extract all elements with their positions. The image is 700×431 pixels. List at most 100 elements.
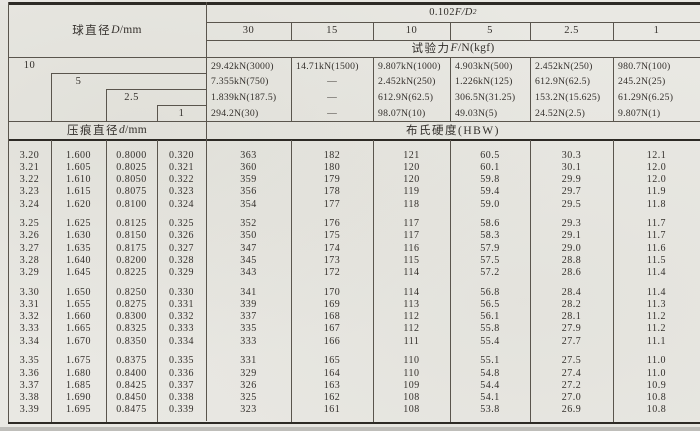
hardness-value-cell: 55.4 bbox=[480, 335, 500, 347]
hardness-value-cell: 182 bbox=[323, 149, 341, 161]
indentation-diameter-cell: 0.330 bbox=[169, 286, 194, 298]
hardness-value-cell: 166 bbox=[323, 335, 341, 347]
hardness-value-cell: 114 bbox=[403, 267, 420, 279]
grid-line-vertical bbox=[373, 140, 374, 422]
hardness-value-cell: 11.7 bbox=[646, 230, 667, 242]
grid-line-horizontal bbox=[8, 2, 700, 5]
hardness-value-cell: 352 bbox=[240, 218, 257, 230]
indentation-diameter-cell: 0.8450 bbox=[116, 392, 147, 404]
grid-line-vertical bbox=[291, 140, 292, 422]
grid-line-horizontal bbox=[8, 138, 700, 141]
hardness-value-cell: 180 bbox=[323, 161, 341, 173]
hardness-value-cell: 58.6 bbox=[480, 218, 500, 230]
grid-line-vertical bbox=[106, 140, 107, 422]
hardness-value-cell: 59.4 bbox=[480, 186, 500, 198]
force-value: 9.807kN(1000) bbox=[378, 60, 441, 72]
indentation-diameter-cell: 3.29 bbox=[19, 267, 40, 279]
indentation-diameter-cell: 0.8000 bbox=[116, 149, 147, 161]
indentation-diameter-cell: 1.600 bbox=[66, 149, 91, 161]
hardness-value-cell: 11.2 bbox=[646, 311, 667, 323]
table-row: 3.31 1.655 0.8275 0.331 339 169 113 56.5 28.2 11.… bbox=[8, 299, 700, 311]
force-value-empty: — bbox=[327, 76, 337, 88]
hardness-value-cell: 29.3 bbox=[561, 218, 582, 230]
hardness-value-cell: 28.2 bbox=[561, 298, 582, 310]
indentation-diameter-cell: 3.25 bbox=[19, 218, 40, 230]
hardness-value-cell: 12.0 bbox=[646, 174, 667, 185]
force-value: 14.71kN(1500) bbox=[296, 60, 359, 72]
force-value: 7.355kN(750) bbox=[211, 76, 269, 88]
grid-line-horizontal bbox=[206, 39, 700, 41]
force-value: 9.807N(1) bbox=[618, 107, 661, 119]
hardness-value-cell: 28.6 bbox=[561, 267, 582, 279]
grid-line-vertical bbox=[291, 22, 292, 40]
indentation-diameter-cell: 0.320 bbox=[169, 149, 194, 161]
indentation-diameter-cell: 3.21 bbox=[19, 161, 40, 173]
grid-line-vertical bbox=[8, 2, 9, 422]
hardness-value-cell: 337 bbox=[240, 311, 257, 323]
hardness-value-cell: 120 bbox=[403, 174, 420, 185]
hardness-value-cell: 56.5 bbox=[480, 298, 500, 310]
force-column: 29.42kN(3000) 7.355kN(750) 1.839kN(187.5) 2… bbox=[207, 59, 290, 121]
indentation-diameter-cell: 1.685 bbox=[66, 379, 91, 391]
indentation-diameter-cell: 3.38 bbox=[19, 392, 40, 404]
hardness-value-cell: 170 bbox=[323, 286, 341, 298]
grid-line-horizontal bbox=[51, 73, 206, 74]
indentation-diameter-cell: 3.27 bbox=[19, 242, 40, 254]
grid-line-vertical bbox=[291, 57, 292, 121]
indentation-diameter-cell: 0.8350 bbox=[116, 335, 147, 347]
hardness-value-cell: 341 bbox=[240, 286, 257, 298]
hardness-value-cell: 354 bbox=[240, 198, 257, 210]
hardness-value-cell: 29.7 bbox=[561, 186, 582, 198]
table-row: 3.37 1.685 0.8425 0.337 326 163 109 54.4 27.2 10.… bbox=[8, 380, 700, 392]
indentation-diameter-cell: 0.324 bbox=[169, 198, 194, 210]
hardness-value-cell: 10.8 bbox=[646, 392, 667, 404]
indentation-diameter-cell: 1.640 bbox=[66, 254, 91, 266]
hardness-value-cell: 29.5 bbox=[561, 198, 582, 210]
hardness-value-cell: 172 bbox=[323, 267, 341, 279]
hardness-value-cell: 326 bbox=[240, 379, 257, 391]
table-row: 3.30 1.650 0.8250 0.330 341 170 114 56.8 28.4 11.… bbox=[8, 287, 700, 299]
hardness-value-cell: 165 bbox=[323, 355, 341, 367]
table-row: 3.32 1.660 0.8300 0.332 337 168 112 56.1 28.1 11.… bbox=[8, 311, 700, 323]
ratio-column-header: 10 bbox=[405, 25, 418, 36]
indentation-diameter-cell: 0.8075 bbox=[116, 186, 147, 198]
force-value-empty: — bbox=[327, 91, 337, 103]
force-value: 61.29N(6.25) bbox=[618, 91, 674, 103]
indentation-diameter-cell: 1.690 bbox=[66, 392, 91, 404]
hardness-value-cell: 11.8 bbox=[646, 198, 667, 210]
table-row: 3.25 1.625 0.8125 0.325 352 176 117 58.6 29.3 11.… bbox=[8, 218, 700, 230]
hardness-value-cell: 57.2 bbox=[480, 267, 500, 279]
indentation-diameter-cell: 0.8100 bbox=[116, 198, 147, 210]
force-value: 153.2N(15.625) bbox=[535, 91, 601, 103]
grid-line-vertical bbox=[450, 57, 451, 121]
grid-line-vertical bbox=[373, 22, 374, 40]
force-value: 1.839kN(187.5) bbox=[211, 91, 277, 103]
table-row: 3.21 1.605 0.8025 0.321 360 180 120 60.1 30.1 12.… bbox=[8, 162, 700, 174]
grid-line-vertical bbox=[51, 73, 52, 121]
indentation-diameter-cell: 3.33 bbox=[19, 323, 40, 335]
hardness-value-cell: 169 bbox=[323, 298, 341, 310]
hardness-value-cell: 162 bbox=[323, 392, 341, 404]
force-value: 1.226kN(125) bbox=[455, 76, 513, 88]
indentation-diameter-cell: 1.680 bbox=[66, 367, 91, 379]
hardness-value-cell: 173 bbox=[323, 254, 341, 266]
test-force-header: 试验力 F/N(kgf) bbox=[206, 40, 700, 56]
indentation-diameter-cell: 3.26 bbox=[19, 230, 40, 242]
ball-diameter-unit: /mm bbox=[119, 24, 142, 36]
hardness-value-cell: 121 bbox=[403, 149, 420, 161]
indentation-diameter-cell: 1.630 bbox=[66, 230, 91, 242]
grid-line-vertical bbox=[450, 22, 451, 40]
table-row: 3.29 1.645 0.8225 0.329 343 172 114 57.2 28.6 11.… bbox=[8, 267, 700, 279]
pressure-ratio-header: 0.102 F/D 2 bbox=[429, 6, 477, 18]
hardness-value-cell: 323 bbox=[240, 404, 257, 416]
indentation-diameter-cell: 1.670 bbox=[66, 335, 91, 347]
hardness-value-cell: 174 bbox=[323, 242, 341, 254]
ball-diameter-header-label: 球直径 bbox=[72, 25, 112, 37]
indentation-diameter-cell: 0.339 bbox=[169, 404, 194, 416]
indentation-diameter-cell: 0.332 bbox=[169, 311, 194, 323]
hardness-value-cell: 30.1 bbox=[561, 161, 582, 173]
hardness-value-cell: 167 bbox=[323, 323, 341, 335]
indentation-diameter-cell: 0.328 bbox=[169, 254, 194, 266]
force-value: 294.2N(30) bbox=[211, 107, 259, 119]
indentation-diameter-cell: 0.334 bbox=[169, 335, 194, 347]
